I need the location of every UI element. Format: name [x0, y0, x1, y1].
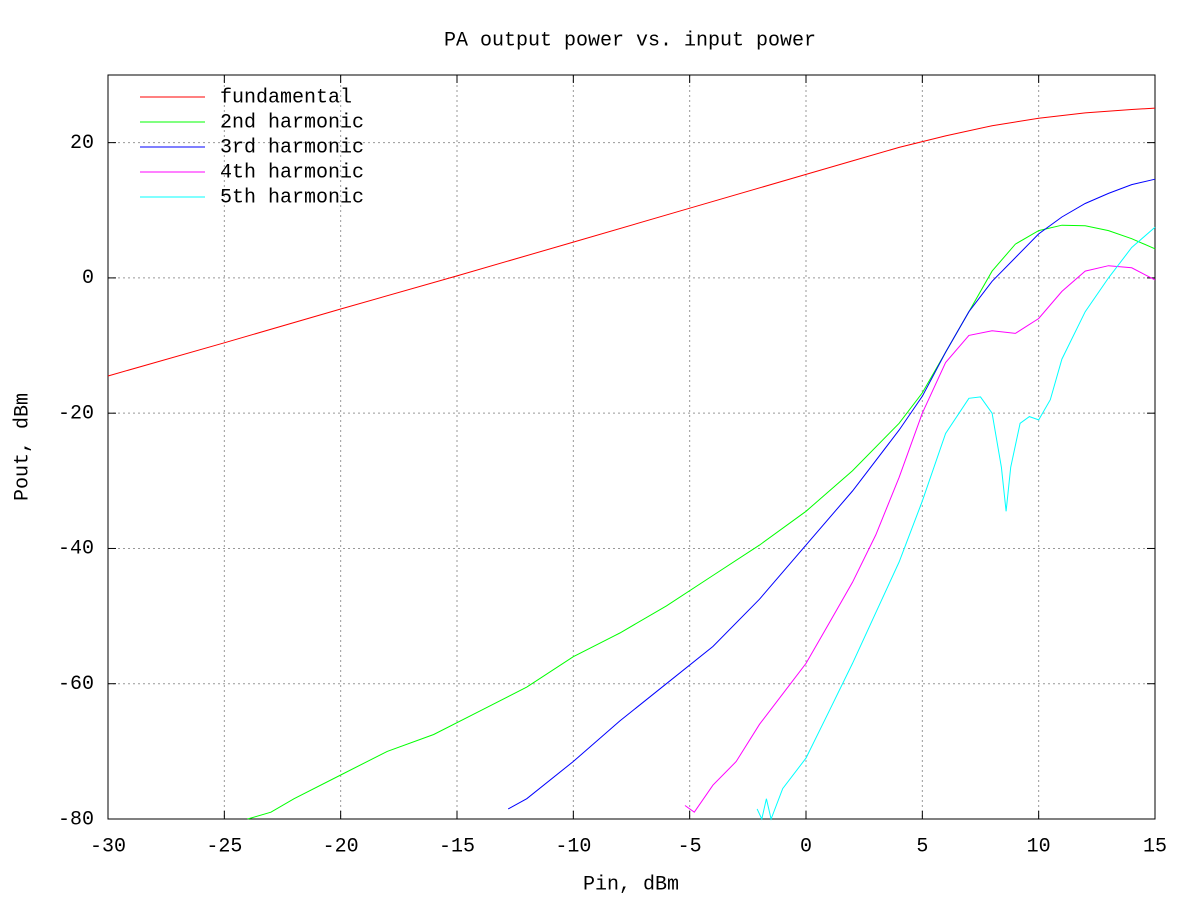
y-tick-label: 0 — [82, 267, 94, 290]
y-axis-label: Pout, dBm — [11, 393, 34, 501]
series-line — [507, 178, 1156, 810]
y-tick-label: 20 — [70, 132, 94, 155]
legend-label: 4th harmonic — [220, 161, 364, 184]
x-tick-label: 10 — [1027, 835, 1051, 858]
y-tick-label: -40 — [58, 538, 94, 561]
series-line — [247, 224, 1156, 820]
x-tick-label: 0 — [800, 835, 812, 858]
legend-label: 3rd harmonic — [220, 136, 364, 159]
x-tick-label: -10 — [555, 835, 591, 858]
y-tick-label: -60 — [58, 673, 94, 696]
legend-label: fundamental — [220, 86, 352, 109]
x-tick-label: 5 — [916, 835, 928, 858]
x-tick-label: -20 — [323, 835, 359, 858]
plot-frame — [107, 74, 1156, 820]
series-line — [684, 265, 1156, 813]
series-line — [107, 107, 1156, 377]
x-tick-label: -25 — [206, 835, 242, 858]
series-line — [756, 226, 1156, 821]
x-tick-label: -15 — [439, 835, 475, 858]
x-tick-label: 15 — [1143, 835, 1167, 858]
x-axis-label: Pin, dBm — [583, 873, 679, 896]
y-tick-label: -80 — [58, 808, 94, 831]
x-tick-label: -5 — [678, 835, 702, 858]
legend-label: 2nd harmonic — [220, 111, 364, 134]
x-tick-label: -30 — [90, 835, 126, 858]
chart-title: PA output power vs. input power — [444, 29, 816, 52]
y-tick-label: -20 — [58, 402, 94, 425]
legend-label: 5th harmonic — [220, 186, 364, 209]
